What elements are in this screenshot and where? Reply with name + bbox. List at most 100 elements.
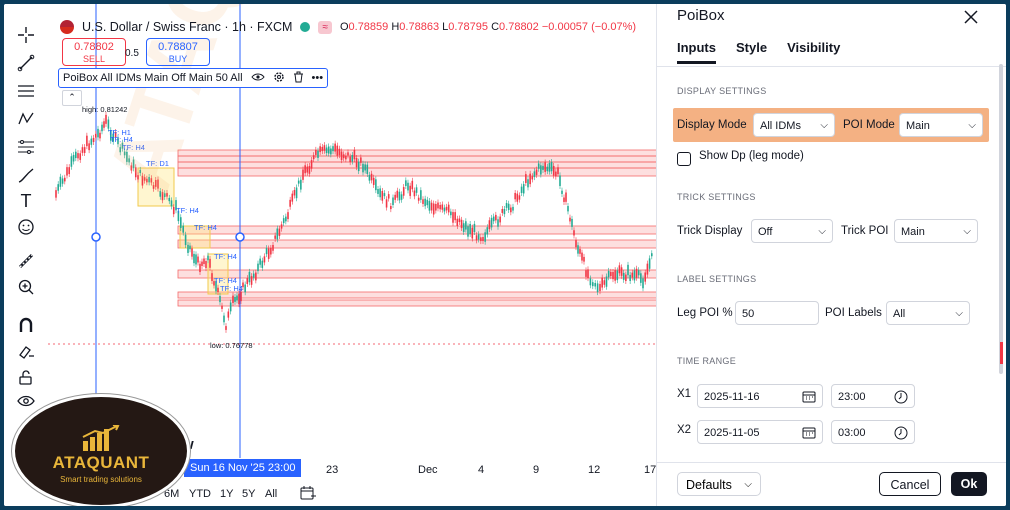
candle — [567, 206, 569, 212]
candle — [583, 256, 585, 262]
ok-button[interactable]: Ok — [951, 472, 987, 496]
trick-display-select[interactable]: Off ⌵ — [751, 219, 833, 243]
candle — [321, 146, 324, 152]
chart-area[interactable]: high: 0.81242 low: 0.76778 TF: H1 TF: H4 TF:… — [48, 4, 660, 506]
bar-chart-logo-icon — [82, 425, 120, 451]
logo-name: ATAQUANT — [52, 453, 150, 472]
candle — [383, 193, 386, 197]
candle — [462, 223, 465, 232]
candle — [450, 211, 452, 216]
poi-labels-select[interactable]: All ⌵ — [886, 301, 970, 325]
buy-button[interactable]: 0.78807 BUY — [146, 38, 210, 66]
candle — [261, 260, 264, 268]
close-icon[interactable] — [963, 4, 979, 31]
defaults-dropdown[interactable]: Defaults ⌵ — [677, 472, 761, 496]
symbol-title[interactable]: U.S. Dollar / Swiss Franc · 1h · FXCM — [82, 20, 293, 34]
collapse-legend-icon[interactable]: ⌃ — [62, 90, 82, 106]
candle — [325, 147, 328, 154]
time-axis[interactable]: 23 Dec 4 9 12 17 — [48, 458, 660, 482]
candle — [514, 192, 516, 200]
calendar-icon[interactable] — [802, 421, 816, 447]
cancel-button[interactable]: Cancel — [879, 472, 941, 496]
pattern-icon[interactable] — [14, 108, 38, 130]
tf-label: TF: H4 — [214, 252, 237, 261]
clock-icon[interactable] — [894, 385, 908, 412]
app-frame: T high: 0.81242 low: 0.76778 TF: H1 TF: H4 T… — [4, 4, 1006, 506]
candle — [603, 280, 606, 285]
candle — [411, 180, 414, 190]
trash-icon[interactable] — [293, 71, 304, 86]
eye-icon[interactable] — [250, 72, 265, 85]
leg-poi-input[interactable]: 50 — [735, 301, 819, 325]
range-6m[interactable]: 6M — [164, 488, 180, 500]
lock-drawings-icon[interactable] — [14, 340, 38, 362]
clock-icon[interactable] — [894, 421, 908, 448]
tf-label: TF: D1 — [146, 159, 169, 168]
candle — [334, 143, 336, 152]
x2-date-input[interactable]: 2025-11-05 — [697, 420, 823, 444]
display-mode-select[interactable]: All IDMs ⌵ — [753, 113, 835, 137]
tab-inputs[interactable]: Inputs — [677, 40, 716, 64]
candle — [64, 177, 66, 182]
more-icon[interactable]: ••• — [311, 72, 324, 84]
magnet-icon[interactable] — [14, 314, 38, 336]
candle — [70, 156, 73, 167]
candle — [134, 167, 137, 178]
candle — [349, 156, 351, 163]
brush-icon[interactable] — [14, 164, 38, 186]
trick-poi-select[interactable]: Main ⌵ — [894, 219, 978, 243]
candle — [282, 218, 285, 224]
eye-icon[interactable] — [14, 390, 38, 412]
ruler-icon[interactable] — [14, 250, 38, 272]
x1-date-input[interactable]: 2025-11-16 — [697, 384, 823, 408]
candle — [612, 271, 614, 280]
candle — [557, 167, 559, 175]
candle — [263, 256, 266, 263]
trend-line-icon[interactable] — [14, 52, 38, 74]
candle — [55, 190, 57, 198]
tf-label: TF: H4 — [214, 276, 237, 285]
crosshair-icon[interactable] — [14, 24, 38, 46]
low-label: low: 0.76778 — [210, 341, 253, 350]
candle — [644, 272, 646, 282]
candle — [280, 224, 283, 229]
x1-time-input[interactable]: 23:00 — [831, 384, 915, 408]
candle — [550, 161, 553, 172]
sell-button[interactable]: 0.78802 SELL — [62, 38, 126, 66]
candle — [503, 208, 506, 215]
tab-visibility[interactable]: Visibility — [787, 40, 841, 55]
settings-icon[interactable] — [273, 71, 285, 86]
indicator-legend[interactable]: PoiBox All IDMs Main Off Main 50 All ••• — [58, 68, 329, 88]
show-dp-checkbox[interactable] — [677, 152, 691, 166]
candle — [330, 148, 332, 155]
zoom-in-icon[interactable] — [14, 276, 38, 298]
horizontal-lines-icon[interactable] — [14, 80, 38, 102]
calendar-range-icon[interactable] — [300, 486, 316, 503]
x1-date-value: 2025-11-16 — [704, 391, 760, 403]
text-tool-icon[interactable]: T — [20, 190, 32, 211]
scrollbar[interactable] — [999, 64, 1003, 374]
calendar-icon[interactable] — [802, 385, 816, 411]
fib-icon[interactable] — [14, 136, 38, 158]
tab-style[interactable]: Style — [736, 40, 768, 55]
candle — [559, 175, 561, 186]
range-1y[interactable]: 1Y — [220, 488, 234, 500]
candle — [552, 165, 555, 176]
tf-label: TF: H4 — [110, 135, 133, 144]
settings-dialog: PoiBox Inputs Style Visibility DISPLAY S… — [656, 4, 1006, 506]
candle — [338, 148, 341, 156]
range-5y[interactable]: 5Y — [242, 488, 256, 500]
crosshair-time-label: Sun 16 Nov '25 23:00 — [184, 459, 302, 477]
poi-mode-select[interactable]: Main ⌵ — [899, 113, 983, 137]
emoji-icon[interactable] — [14, 216, 38, 238]
x2-time-input[interactable]: 03:00 — [831, 420, 915, 444]
candle — [97, 128, 99, 138]
candle — [225, 326, 227, 330]
range-ytd[interactable]: YTD — [189, 488, 211, 500]
range-all[interactable]: All — [265, 488, 278, 500]
candle — [272, 245, 274, 251]
unlock-icon[interactable] — [14, 366, 38, 388]
candle — [123, 151, 126, 156]
candle — [477, 234, 480, 240]
